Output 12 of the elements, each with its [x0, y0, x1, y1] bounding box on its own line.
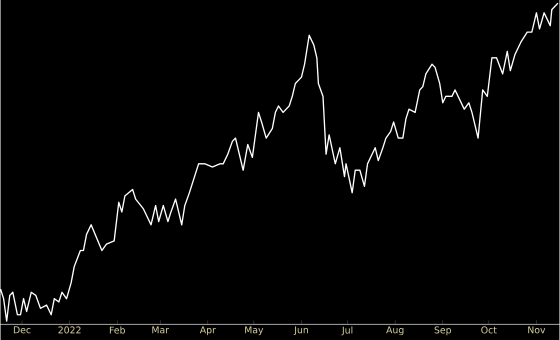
x-tick-label: Oct	[481, 326, 497, 334]
x-tick-label: Apr	[200, 326, 216, 335]
x-tick-label: Aug	[386, 326, 404, 335]
x-tick-label: Dec	[14, 326, 30, 334]
x-tick-label: Jun	[294, 326, 308, 335]
x-tick-label: Sep	[434, 326, 452, 336]
x-tick-label: Jul	[341, 326, 352, 336]
x-tick-label: May	[245, 326, 264, 335]
x-tick-label: Mar	[152, 326, 170, 334]
x-tick-label: Feb	[110, 326, 125, 334]
x-tick-label: Nov	[528, 326, 546, 334]
x-tick-label: 2022	[58, 326, 81, 334]
